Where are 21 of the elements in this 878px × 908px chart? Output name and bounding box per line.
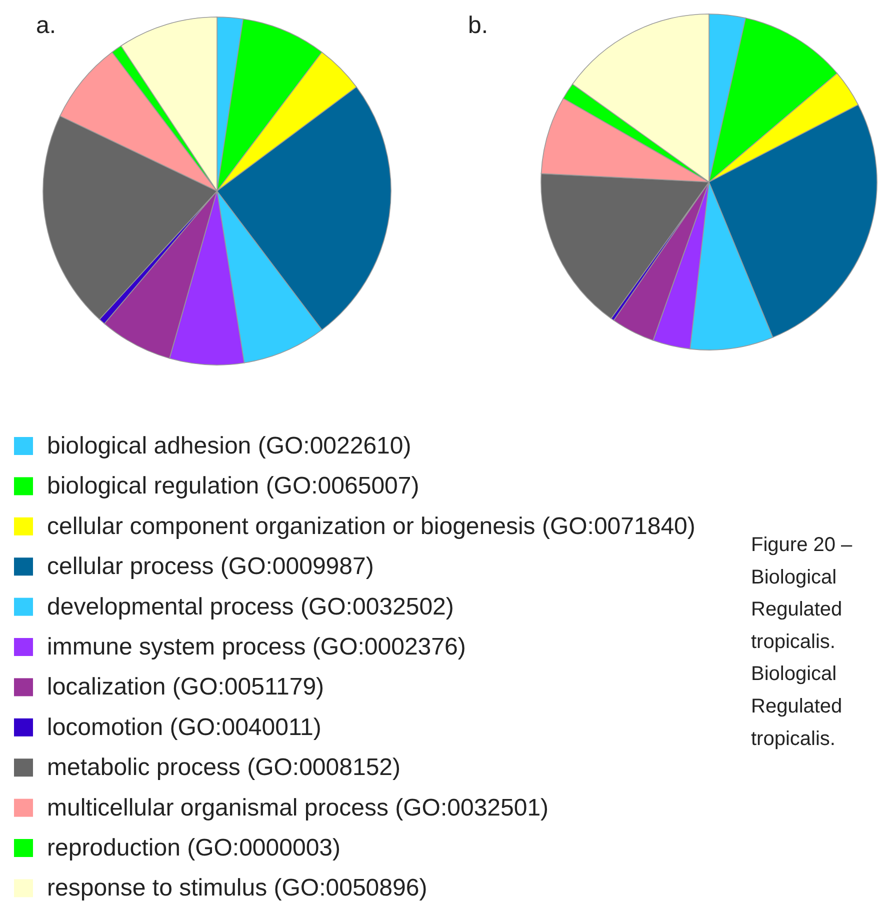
- caption: Figure 20 –: [751, 534, 854, 556]
- legend-label: immune system process (GO:0002376): [47, 634, 466, 660]
- chart-title: b.: [468, 12, 488, 39]
- chart-title: a.: [36, 12, 56, 39]
- legend-label: multicellular organismal process (GO:0032501): [47, 794, 549, 822]
- legend-label: localization (GO:0051179): [47, 674, 324, 701]
- text: tropicalis.: [751, 630, 836, 653]
- legend-label: metabolic process (GO:0008152): [47, 754, 401, 782]
- legend-label: cellular component organization or biogenesis (GO:0071840): [47, 512, 696, 540]
- text: Biological: [751, 566, 837, 588]
- legend-label: cellular process (GO:0009987): [47, 553, 374, 580]
- text: Biological: [751, 663, 837, 686]
- legend-label: response to stimulus (GO:0050896): [47, 874, 428, 902]
- legend-label: biological adhesion (GO:0022610): [47, 432, 412, 460]
- legend-label: biological regulation (GO:0065007): [47, 472, 420, 500]
- text: tropicalis.: [751, 728, 836, 750]
- legend-label: reproduction (GO:0000003): [47, 834, 341, 862]
- text: Regulated: [751, 598, 842, 621]
- legend-label: locomotion (GO:0040011): [47, 714, 322, 741]
- text: Regulated: [751, 696, 842, 718]
- legend-label: developmental process (GO:0032502): [47, 593, 454, 620]
